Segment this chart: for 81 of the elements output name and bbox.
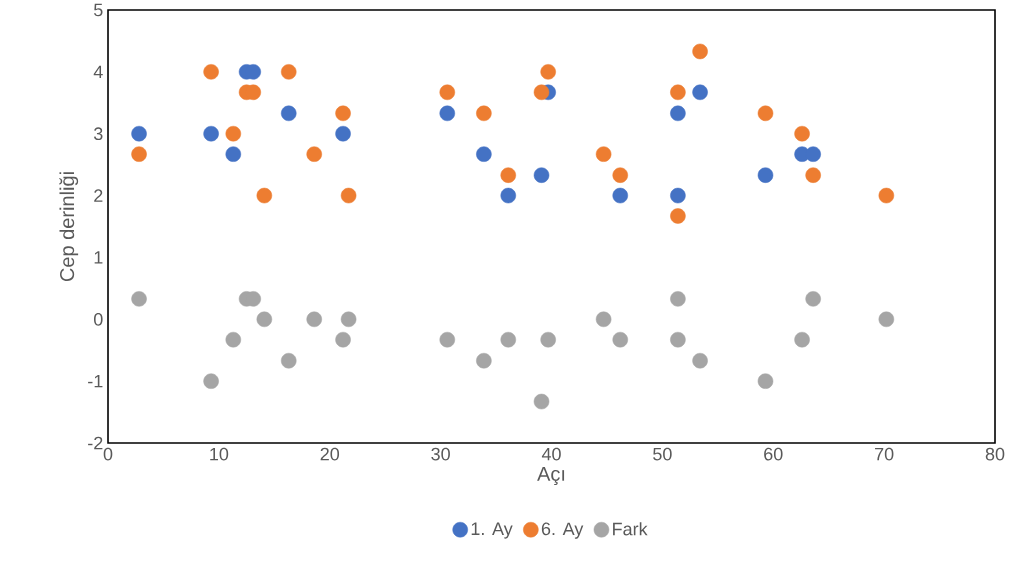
point [692, 43, 708, 60]
point [225, 331, 242, 348]
point [340, 311, 357, 328]
point [805, 167, 821, 183]
point [670, 208, 686, 224]
point [595, 146, 612, 162]
point [533, 167, 550, 183]
x-tick-label: 40 [541, 447, 561, 461]
x-tick-label: 70 [875, 447, 894, 461]
y-tick-label: 0 [94, 312, 103, 326]
x-tick-label: 20 [320, 447, 340, 461]
point [225, 125, 242, 142]
point [757, 105, 774, 122]
y-tick-label: -1 [88, 374, 103, 388]
y-tick-label: 4 [93, 65, 103, 79]
legend-label: 1. Ay [471, 522, 513, 539]
point [692, 84, 708, 101]
point [670, 331, 686, 348]
point [540, 331, 556, 348]
point [533, 84, 550, 101]
point [878, 187, 895, 204]
x-tick-label: 30 [431, 447, 450, 461]
x-axis-title: Açı [537, 466, 565, 485]
point [805, 291, 821, 307]
point [476, 352, 492, 369]
x-tick-label: 0 [103, 447, 113, 461]
legend-label: 6. Ay [541, 522, 584, 539]
point [878, 311, 895, 328]
point [476, 105, 492, 122]
point [256, 187, 273, 204]
point [306, 146, 322, 162]
point [439, 105, 456, 122]
point [757, 373, 774, 389]
point [203, 125, 219, 142]
y-tick-label: -2 [88, 436, 103, 450]
point [131, 125, 147, 142]
point [280, 352, 297, 369]
point [612, 167, 628, 183]
point [335, 331, 351, 348]
point [500, 167, 516, 183]
point [335, 105, 351, 122]
x-tick-label: 80 [985, 447, 1005, 461]
point [500, 331, 516, 348]
point [612, 187, 628, 204]
legend-label: Fark [613, 522, 648, 536]
y-tick-label: 5 [94, 3, 103, 17]
point [439, 84, 456, 101]
point [500, 187, 516, 204]
point [540, 64, 556, 80]
point [670, 187, 686, 204]
y-tick-label: 3 [93, 127, 103, 141]
point [203, 64, 219, 80]
point [280, 64, 297, 80]
point [203, 373, 219, 389]
y-tick-label: 1 [94, 251, 103, 264]
point [439, 331, 456, 348]
point [670, 84, 686, 101]
point [225, 146, 242, 162]
x-tick-label: 50 [653, 447, 672, 461]
point [670, 291, 686, 307]
x-tick-label: 10 [210, 447, 229, 461]
point [805, 146, 821, 162]
point [757, 167, 774, 183]
point [612, 331, 628, 348]
point [595, 311, 612, 328]
y-tick-label: 2 [94, 189, 103, 202]
point [131, 291, 147, 307]
point [476, 146, 492, 162]
point [280, 105, 297, 122]
x-tick-label: 60 [764, 447, 783, 461]
point [794, 125, 810, 142]
point [340, 187, 357, 204]
point [256, 311, 273, 328]
point [306, 311, 322, 328]
y-axis-title: Cep derinliği [59, 172, 79, 282]
point [335, 125, 351, 142]
point [131, 146, 147, 162]
point [692, 352, 708, 369]
point [533, 393, 550, 410]
point [670, 105, 686, 122]
point [794, 331, 810, 348]
